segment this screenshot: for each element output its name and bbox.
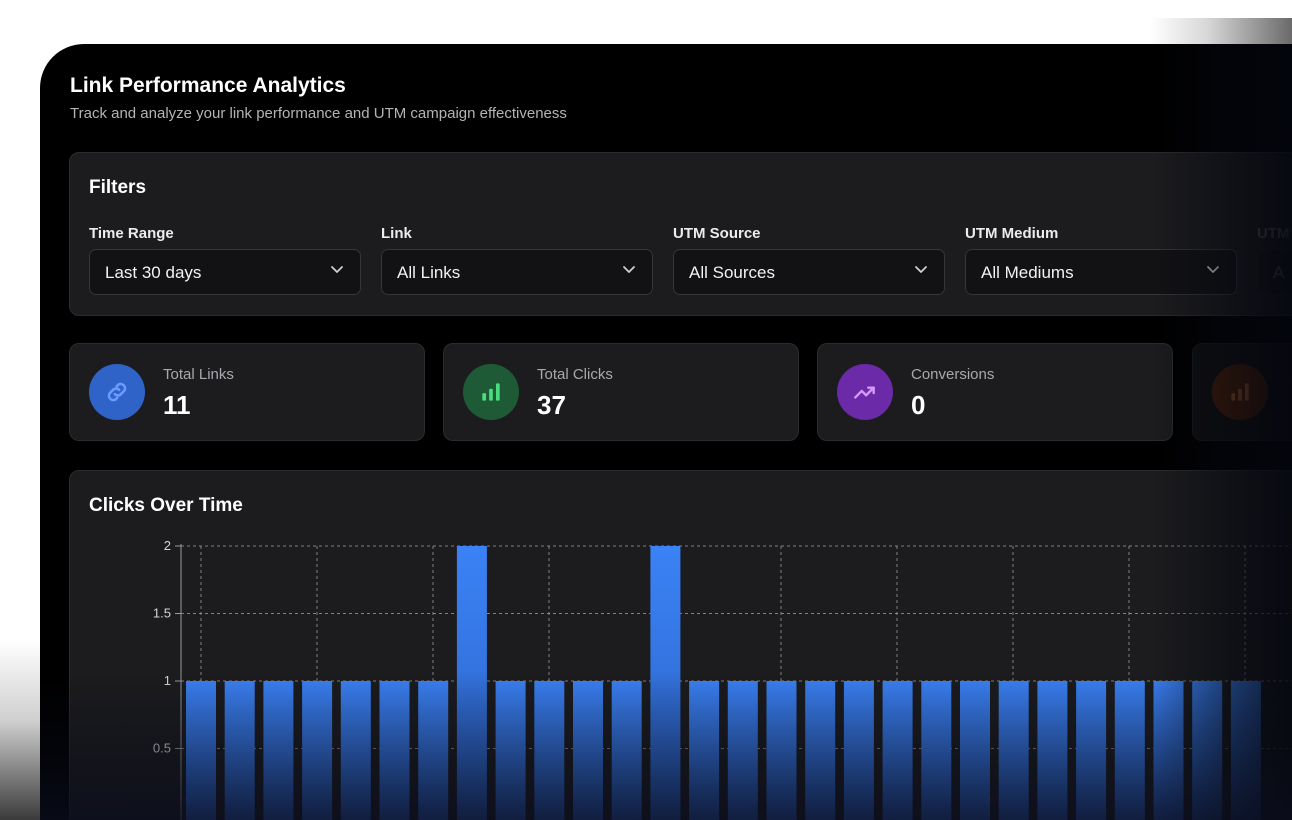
select-value: All Mediums [981,263,1074,282]
chevron-down-icon [623,266,635,273]
filter-utm-campaign: UTM A [1257,225,1292,295]
stat-card-partial [1192,343,1292,441]
chart-bar [650,546,681,820]
chart-bar [843,681,874,820]
y-tick-label: 0.5 [153,741,171,756]
chevron-down-icon [1207,266,1219,273]
chevron-down-icon [331,266,343,273]
chart-bar [456,546,487,820]
select-value: All Links [397,263,461,282]
clicks-chart: 2 1.5 1 0.5 [153,538,1292,820]
y-tick-label: 1 [164,673,171,688]
filter-label: Time Range [89,225,174,242]
stat-card-conversions: Conversions 0 [817,343,1173,441]
chart-bar [689,681,720,820]
chart-bar [263,681,294,820]
chart-bar [302,681,333,820]
chart-bar [340,681,371,820]
chart-bar [1192,681,1223,820]
stat-label: Total Clicks [537,366,613,383]
chart-bar [998,681,1029,820]
chart-title: Clicks Over Time [89,495,243,516]
chart-bar [224,681,255,820]
chart-bar [882,681,913,820]
filter-utm-medium: UTM Medium All Mediums [965,225,1237,295]
chart-bar [960,681,990,820]
chart-bar [186,681,216,820]
filter-utm-source: UTM Source All Sources [673,225,945,295]
select-value: All Sources [689,263,775,282]
page-title: Link Performance Analytics [70,74,346,97]
stat-card-total-clicks: Total Clicks 37 [443,343,799,441]
time-range-select[interactable]: Last 30 days [89,249,361,295]
filters-card: Filters Time Range Last 30 days Link All… [69,152,1292,316]
trending-up-icon [837,364,893,420]
chart-bar [1153,681,1184,820]
chart-bar [534,681,565,820]
chart-bar [805,681,836,820]
utm-campaign-select[interactable]: A [1257,249,1292,295]
filters-title: Filters [89,177,147,198]
stat-value: 37 [537,390,566,420]
page-subtitle: Track and analyze your link performance … [70,105,567,122]
chart-bar [727,681,758,820]
bar-chart-icon [1212,364,1268,420]
stat-card-total-links: Total Links 11 [69,343,425,441]
utm-medium-select[interactable]: All Mediums [965,249,1237,295]
chart-bar [573,681,603,820]
chart-bar [766,681,797,820]
bar-chart-icon [463,364,519,420]
y-tick-label: 1.5 [153,606,171,621]
chevron-down-icon [915,266,927,273]
stat-label: Conversions [911,366,995,383]
filter-label: UTM Medium [965,225,1059,242]
chart-bar [1114,681,1145,820]
chart-bar [1037,681,1068,820]
utm-source-select[interactable]: All Sources [673,249,945,295]
filter-label: UTM [1257,225,1290,242]
filter-time-range: Time Range Last 30 days [89,225,361,295]
filter-link: Link All Links [381,225,653,295]
chart-bar [611,681,642,820]
chart-bar [1076,681,1107,820]
link-icon [89,364,145,420]
link-select[interactable]: All Links [381,249,653,295]
filter-label: Link [381,225,412,242]
y-tick-label: 2 [164,538,171,553]
stat-value: 0 [911,390,926,420]
select-value: Last 30 days [105,263,202,282]
chart-bar [418,681,449,820]
stat-label: Total Links [163,366,234,383]
select-value: A [1273,263,1285,282]
chart-bar [379,681,410,820]
stat-value: 11 [163,390,191,420]
app-window: Link Performance Analytics Track and ana… [40,44,1292,820]
chart-bar [495,681,526,820]
clicks-over-time-card: Clicks Over Time 2 1.5 1 0.5 [69,470,1292,820]
chart-bar [921,681,952,820]
chart-bar [1230,681,1261,820]
filter-label: UTM Source [673,225,761,242]
background-glow-top [1150,18,1292,48]
